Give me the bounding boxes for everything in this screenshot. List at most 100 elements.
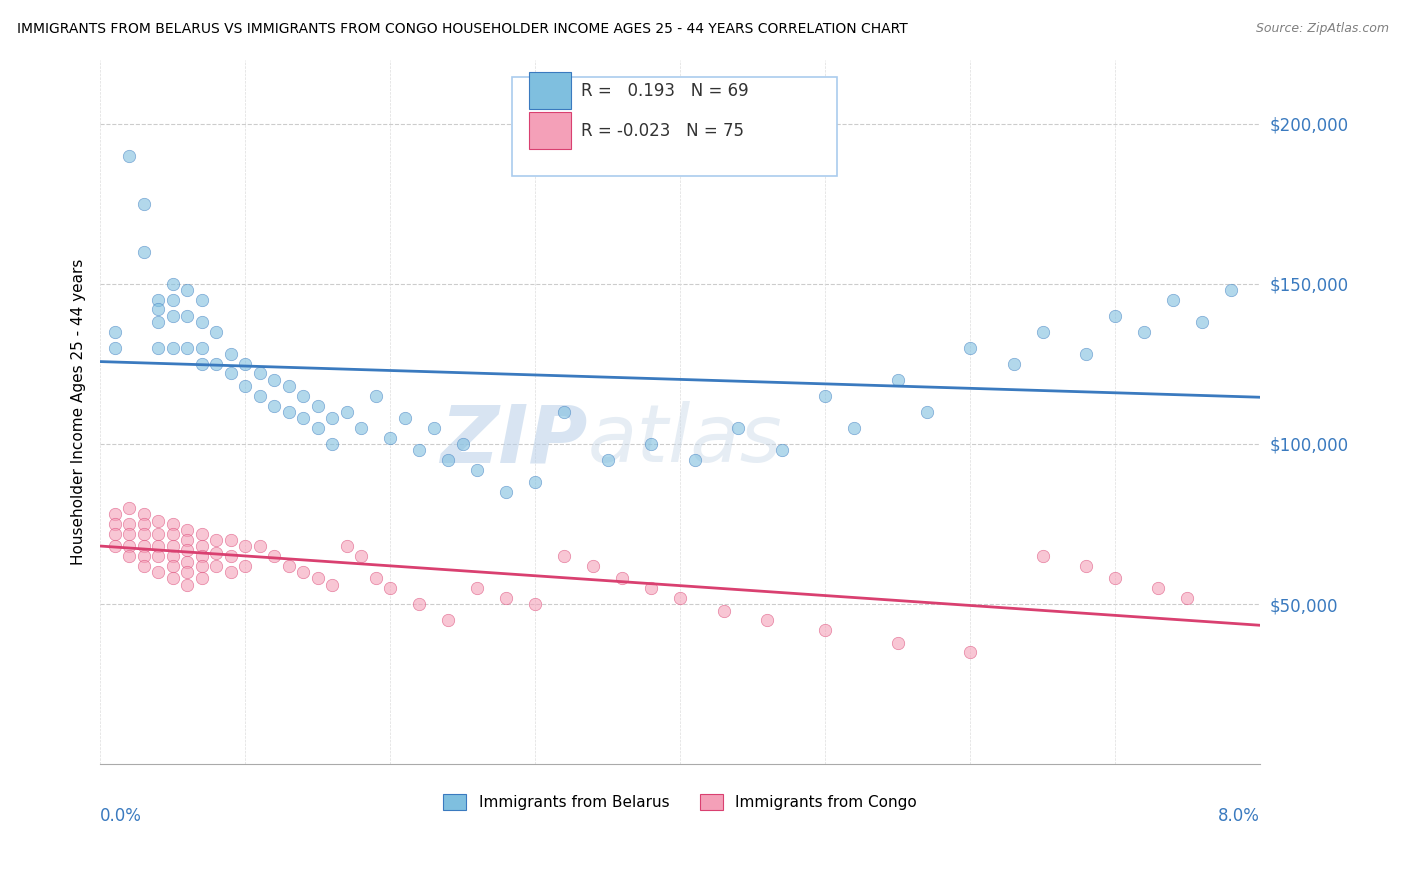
Point (132, 558, 155, 573)
Point (640, 581, 662, 595)
Point (190, 572, 212, 586)
Point (162, 277, 184, 291)
Point (669, 591, 692, 605)
Point (104, 325, 127, 339)
Point (321, 411, 343, 425)
Point (307, 399, 329, 413)
Point (1031, 325, 1053, 339)
Point (233, 558, 256, 573)
Point (132, 549, 155, 563)
Point (176, 309, 198, 323)
Text: IMMIGRANTS FROM BELARUS VS IMMIGRANTS FROM CONGO HOUSEHOLDER INCOME AGES 25 - 44: IMMIGRANTS FROM BELARUS VS IMMIGRANTS FR… (17, 22, 908, 37)
Point (162, 341, 184, 355)
Point (1177, 591, 1199, 605)
Point (219, 565, 242, 579)
Point (437, 453, 460, 467)
Point (364, 572, 387, 586)
Point (1104, 572, 1126, 586)
Point (176, 565, 198, 579)
Point (263, 549, 285, 563)
Point (1074, 347, 1097, 361)
Point (364, 389, 387, 403)
Text: atlas: atlas (588, 401, 782, 479)
Point (190, 341, 212, 355)
Point (713, 603, 735, 617)
Point (146, 293, 169, 307)
Point (350, 549, 373, 563)
Point (162, 572, 184, 586)
Point (219, 533, 242, 547)
Point (190, 293, 212, 307)
Point (495, 485, 517, 500)
Point (770, 443, 793, 458)
Point (886, 635, 908, 649)
Point (422, 421, 444, 435)
Point (190, 357, 212, 371)
Point (336, 405, 359, 419)
Point (277, 558, 299, 573)
Text: ZIP: ZIP (440, 401, 588, 479)
Point (451, 437, 474, 451)
Point (524, 475, 547, 490)
Point (959, 341, 981, 355)
Point (162, 558, 184, 573)
Point (321, 578, 343, 592)
Point (118, 516, 141, 531)
Point (176, 533, 198, 547)
Point (104, 516, 127, 531)
Point (132, 196, 155, 211)
Point (249, 367, 271, 381)
Point (378, 431, 401, 445)
FancyBboxPatch shape (512, 78, 837, 176)
Point (118, 540, 141, 554)
Point (146, 315, 169, 329)
Point (495, 591, 517, 605)
Point (1191, 315, 1213, 329)
Point (190, 315, 212, 329)
Point (233, 357, 256, 371)
Point (1133, 325, 1156, 339)
Point (146, 526, 169, 541)
Point (205, 325, 228, 339)
Point (104, 341, 127, 355)
Point (640, 437, 662, 451)
Point (219, 367, 242, 381)
Point (292, 389, 315, 403)
Point (683, 453, 706, 467)
Point (132, 526, 155, 541)
Text: 0.0%: 0.0% (100, 806, 142, 824)
Point (842, 421, 865, 435)
Point (249, 540, 271, 554)
Point (162, 526, 184, 541)
Point (190, 549, 212, 563)
Point (553, 549, 575, 563)
Point (205, 533, 228, 547)
Point (524, 597, 547, 611)
Legend: Immigrants from Belarus, Immigrants from Congo: Immigrants from Belarus, Immigrants from… (437, 789, 922, 816)
Point (1147, 581, 1170, 595)
FancyBboxPatch shape (529, 112, 571, 149)
Point (307, 421, 329, 435)
Point (596, 453, 619, 467)
Point (118, 549, 141, 563)
Point (205, 546, 228, 560)
Point (176, 542, 198, 557)
Point (292, 565, 315, 579)
Point (1074, 558, 1097, 573)
Point (292, 411, 315, 425)
Point (146, 565, 169, 579)
Point (176, 524, 198, 538)
Point (132, 508, 155, 522)
Point (756, 613, 779, 627)
Point (205, 558, 228, 573)
Point (146, 514, 169, 528)
Point (132, 244, 155, 259)
Point (886, 373, 908, 387)
Point (915, 405, 938, 419)
Point (132, 516, 155, 531)
Point (321, 437, 343, 451)
Point (1002, 357, 1025, 371)
Point (162, 549, 184, 563)
Point (205, 357, 228, 371)
Point (190, 526, 212, 541)
